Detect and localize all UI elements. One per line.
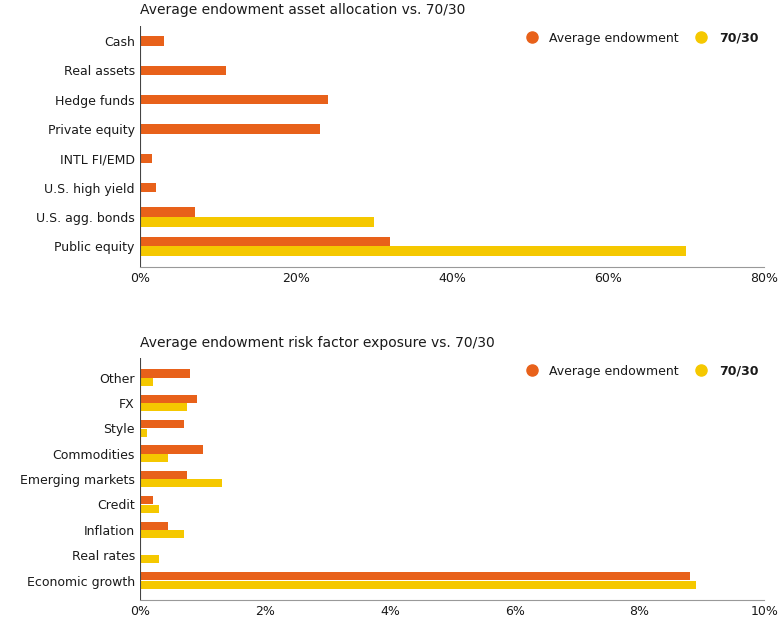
Bar bbox=[140, 237, 390, 246]
Bar bbox=[140, 505, 159, 513]
Bar bbox=[140, 454, 168, 462]
Bar bbox=[140, 445, 203, 454]
Bar bbox=[140, 154, 152, 163]
Legend: Average endowment, 70/30: Average endowment, 70/30 bbox=[519, 365, 758, 378]
Bar bbox=[140, 66, 226, 75]
Bar bbox=[140, 530, 184, 538]
Bar bbox=[140, 217, 374, 226]
Bar bbox=[140, 403, 187, 412]
Bar bbox=[140, 378, 153, 386]
Bar bbox=[140, 496, 153, 504]
Legend: Average endowment, 70/30: Average endowment, 70/30 bbox=[519, 32, 758, 45]
Bar bbox=[140, 369, 190, 378]
Bar bbox=[140, 471, 187, 479]
Bar bbox=[140, 95, 328, 105]
Text: Average endowment risk factor exposure vs. 70/30: Average endowment risk factor exposure v… bbox=[140, 336, 495, 350]
Bar bbox=[140, 555, 159, 563]
Bar bbox=[140, 207, 195, 217]
Bar bbox=[140, 183, 156, 193]
Bar bbox=[140, 124, 320, 134]
Bar bbox=[140, 395, 197, 403]
Bar bbox=[140, 420, 184, 428]
Bar bbox=[140, 521, 168, 530]
Bar bbox=[140, 246, 686, 256]
Bar bbox=[140, 36, 164, 46]
Bar bbox=[140, 581, 696, 589]
Bar bbox=[140, 429, 147, 436]
Bar bbox=[140, 572, 690, 581]
Text: Average endowment asset allocation vs. 70/30: Average endowment asset allocation vs. 7… bbox=[140, 3, 466, 17]
Bar bbox=[140, 479, 222, 487]
